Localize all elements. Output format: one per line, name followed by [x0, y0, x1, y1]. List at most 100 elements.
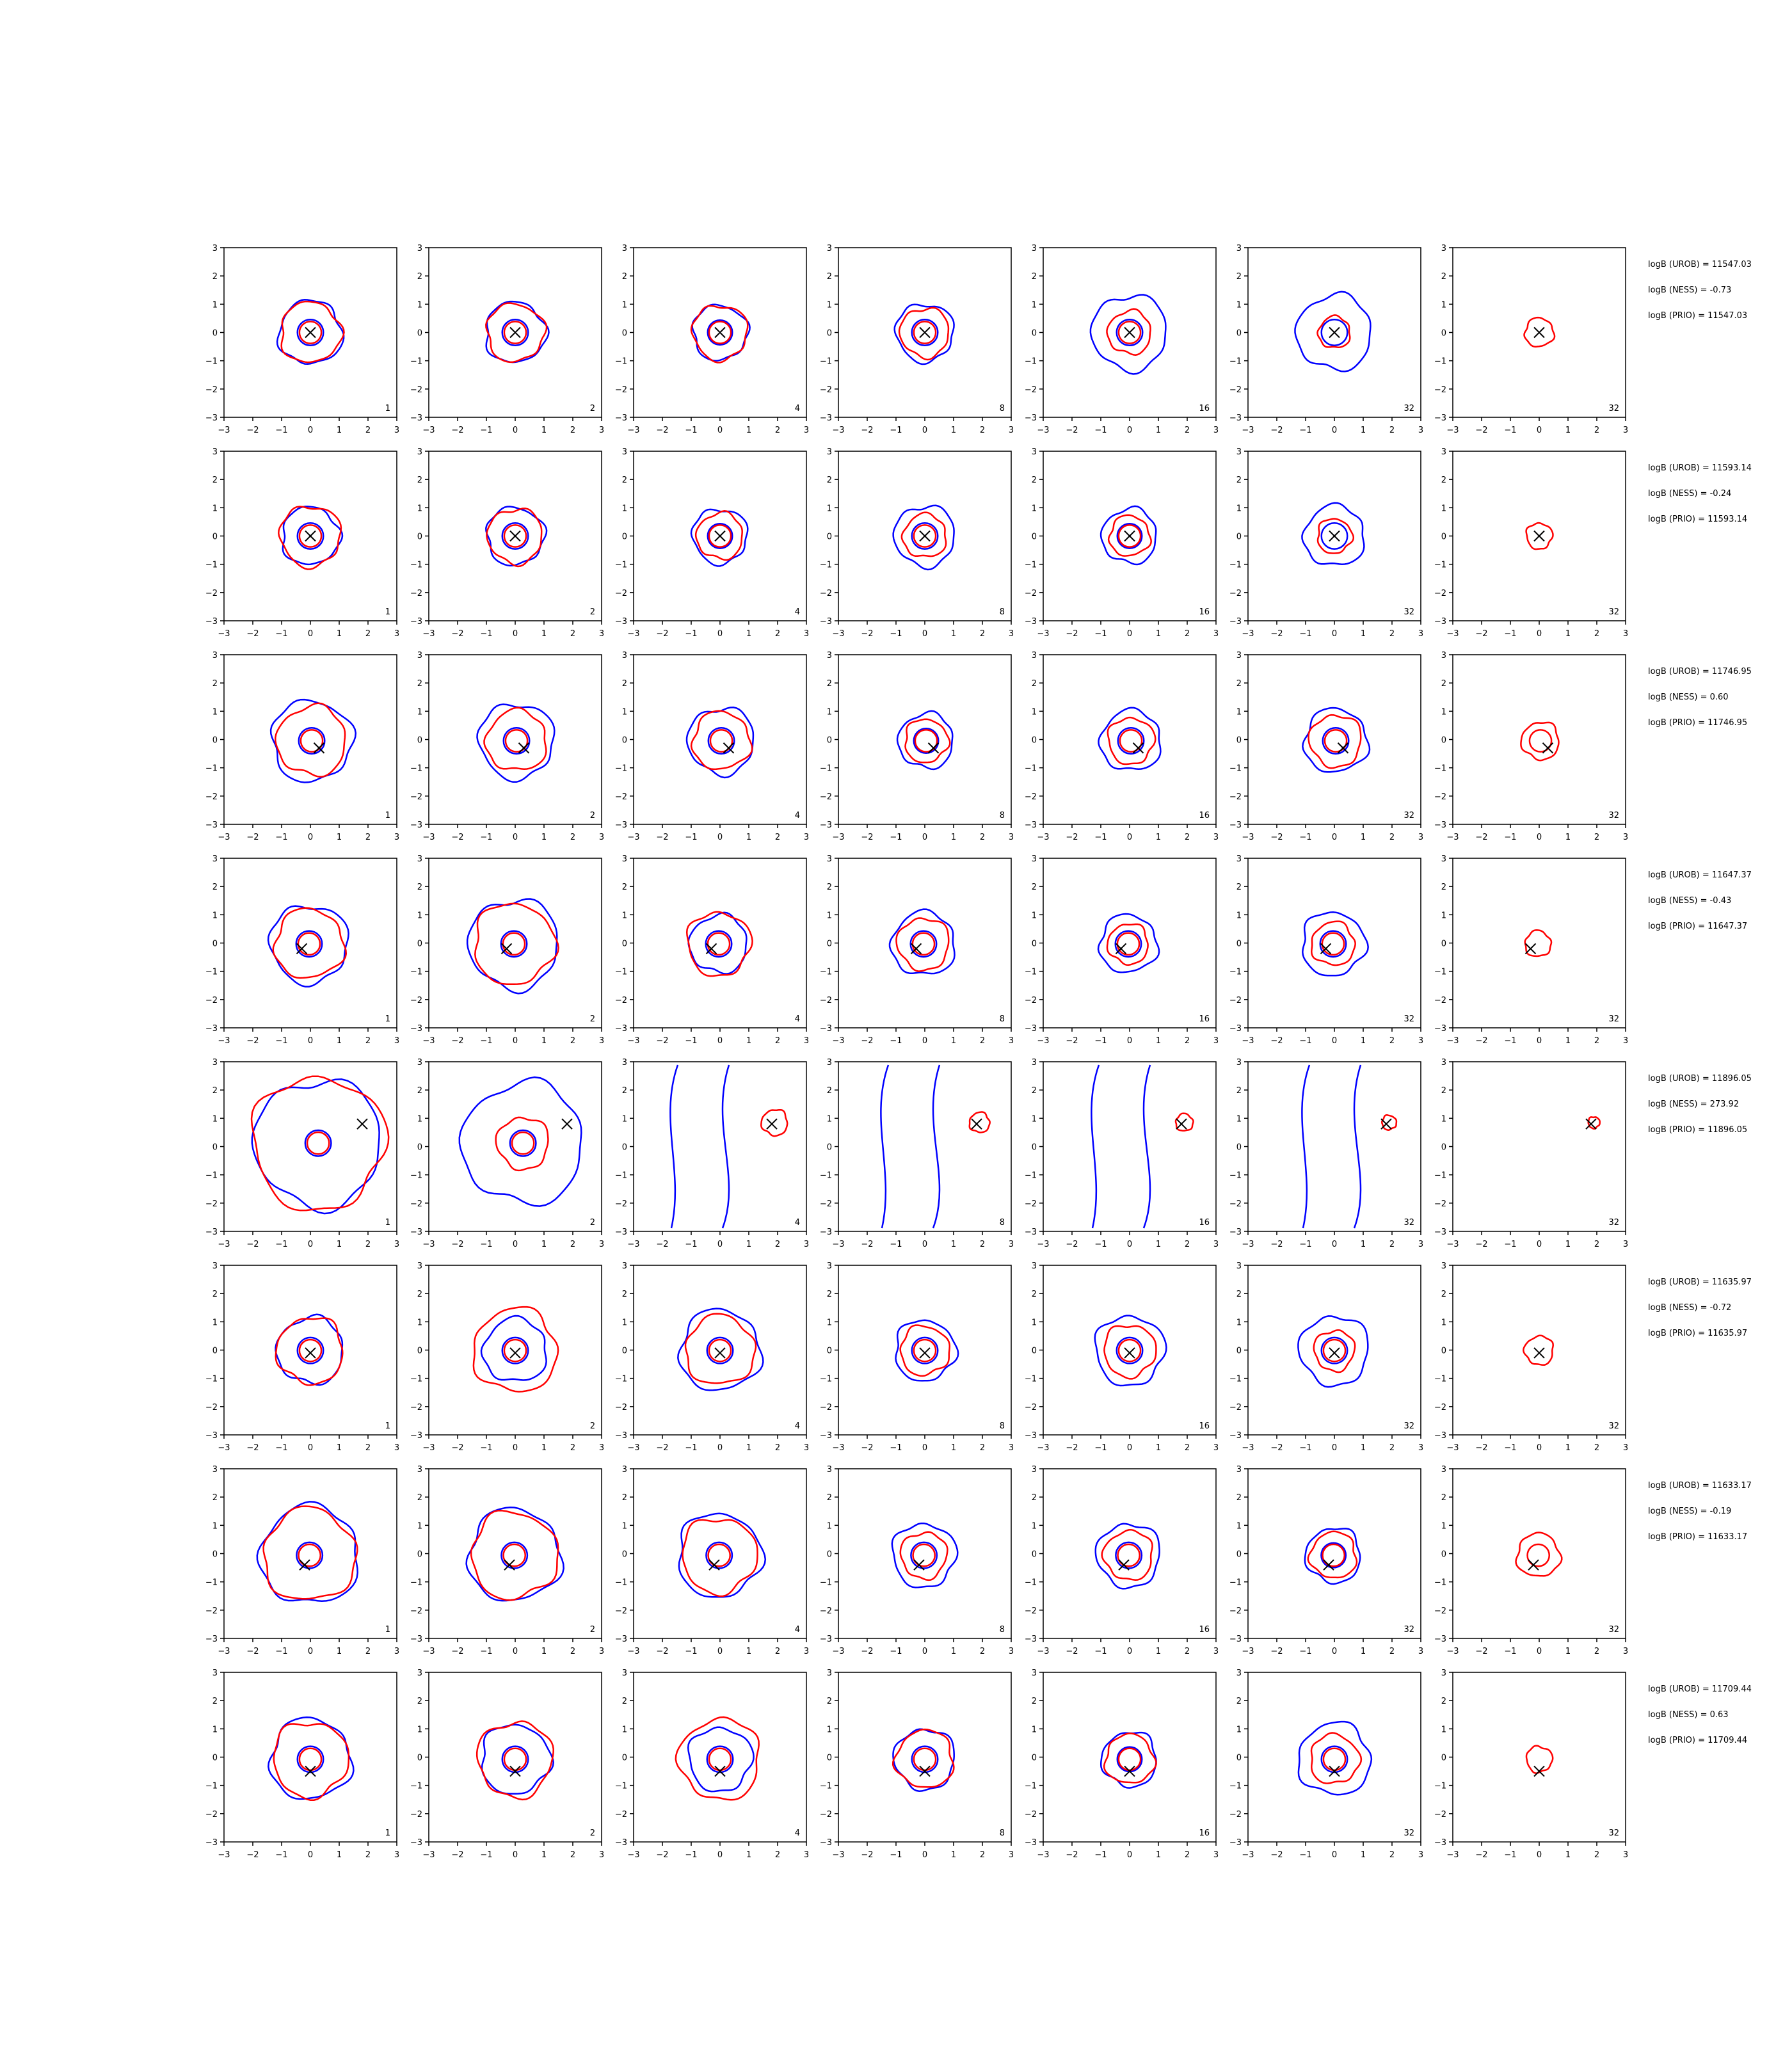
y-tick-label: −2 [410, 1606, 422, 1616]
x-tick-label: −3 [1037, 1850, 1049, 1860]
y-tick-label: 0 [1441, 736, 1446, 746]
truth-marker [1132, 742, 1144, 754]
x-tick-label: −1 [1299, 1850, 1311, 1860]
blue-contour-inner [298, 726, 326, 755]
y-tick-label: 2 [827, 476, 832, 485]
axes-frame [1247, 451, 1421, 621]
x-tick-label: 1 [541, 1036, 547, 1046]
blue-contour-inner [295, 930, 323, 958]
y-tick-label: −1 [1434, 1171, 1446, 1181]
x-tick-label: −2 [656, 426, 668, 435]
red-contour-inner [298, 321, 323, 344]
y-tick-label: 1 [212, 1521, 218, 1531]
y-tick-label: −1 [1229, 1782, 1242, 1791]
panel-label: 2 [590, 1421, 595, 1431]
x-tick-label: 2 [775, 1240, 780, 1249]
red-contour-inner [1116, 932, 1140, 956]
x-tick-label: 3 [804, 629, 809, 639]
y-tick-label: 2 [1236, 679, 1242, 689]
x-tick-label: −1 [685, 629, 697, 639]
x-tick-label: 2 [1594, 1240, 1599, 1249]
blue-contour-inner [500, 1541, 529, 1569]
blue-contour-inner [1117, 726, 1145, 755]
x-tick-label: 1 [1361, 1850, 1366, 1860]
x-tick-label: 3 [804, 1240, 809, 1249]
red-contour-inner [1119, 729, 1143, 753]
x-tick-label: 0 [717, 1240, 723, 1249]
subplot-r6-c1: −3 −2 −1 0 1 2 3 3 2 1 0 −1 −2 −3 1 [205, 1261, 399, 1453]
y-tick-label: 2 [622, 476, 627, 485]
y-tick-label: −2 [615, 1810, 627, 1820]
x-tick-label: 2 [365, 1240, 371, 1249]
blue-contour-inner [509, 1129, 537, 1157]
axes-frame [428, 858, 602, 1028]
red-contour [685, 911, 753, 977]
x-tick-label: 1 [1156, 833, 1161, 842]
y-tick-label: 1 [212, 504, 218, 513]
y-tick-label: 2 [1032, 1290, 1037, 1299]
y-tick-label: 0 [212, 1143, 218, 1153]
y-tick-label: −1 [1229, 968, 1242, 977]
blue-contour-inner [501, 522, 529, 550]
y-tick-label: −2 [1229, 385, 1242, 395]
y-tick-label: 0 [1236, 329, 1242, 339]
x-tick-label: 1 [951, 1850, 956, 1860]
y-tick-label: −1 [1025, 1375, 1037, 1384]
red-contour [275, 702, 346, 778]
x-tick-label: −3 [1037, 1036, 1049, 1046]
axes-frame [633, 1061, 807, 1232]
x-tick-label: 0 [1127, 1647, 1132, 1656]
axes-frame [633, 1672, 807, 1843]
x-tick-label: 0 [1332, 833, 1337, 842]
x-tick-label: 2 [1389, 1647, 1395, 1656]
x-tick-label: 3 [1418, 1443, 1423, 1453]
x-tick-label: −1 [480, 1850, 492, 1860]
y-tick-label: 3 [212, 1465, 218, 1475]
red-contour [474, 902, 559, 986]
blue-contour-outer [1100, 505, 1157, 566]
x-tick-label: −1 [275, 1647, 287, 1656]
x-tick-label: 1 [1565, 1443, 1571, 1453]
x-tick-label: 0 [308, 629, 313, 639]
red-contour-inner [1322, 1338, 1347, 1363]
x-tick-label: 3 [1213, 1036, 1219, 1046]
x-tick-label: −1 [1504, 629, 1516, 639]
x-tick-label: −2 [656, 1036, 668, 1046]
x-tick-label: 0 [717, 1036, 723, 1046]
x-tick-label: −2 [1475, 833, 1487, 842]
x-tick-label: 3 [394, 1240, 399, 1249]
blue-contour-inner [706, 1336, 734, 1364]
x-tick-label: 1 [337, 1240, 342, 1249]
blue-contour-inner [1320, 1542, 1347, 1569]
axes-frame [1452, 1061, 1626, 1232]
blue-contour-inner [707, 319, 733, 346]
red-contour [694, 510, 743, 561]
x-tick-label: 2 [570, 1036, 575, 1046]
blue-contour-outer [678, 1512, 767, 1598]
x-tick-label: 2 [1185, 1443, 1190, 1453]
red-contour [968, 1111, 991, 1133]
truth-marker [305, 1347, 316, 1359]
red-contour [1101, 1528, 1153, 1581]
y-tick-label: 2 [1441, 1086, 1446, 1096]
x-tick-label: 0 [513, 1240, 518, 1249]
x-tick-label: 3 [1623, 1036, 1628, 1046]
y-tick-label: 1 [827, 504, 832, 513]
red-contour [690, 710, 753, 771]
y-tick-label: −3 [820, 1228, 832, 1237]
x-tick-label: 3 [1418, 1850, 1423, 1860]
y-tick-label: 3 [1236, 1668, 1242, 1678]
x-tick-label: 1 [541, 833, 547, 842]
x-tick-label: −2 [1475, 1036, 1487, 1046]
subplot-r4-c4: −3 −2 −1 0 1 2 3 3 2 1 0 −1 −2 −3 8 [820, 854, 1014, 1046]
y-tick-label: 0 [622, 1754, 627, 1763]
y-tick-label: −2 [1434, 1606, 1446, 1616]
x-tick-label: 0 [513, 426, 518, 435]
x-tick-label: −1 [275, 1240, 287, 1249]
truth-marker [714, 1765, 726, 1777]
x-tick-label: −3 [422, 1443, 435, 1453]
truth-marker [1380, 1118, 1392, 1130]
x-tick-label: 0 [308, 1036, 313, 1046]
panel-label: 8 [1000, 404, 1005, 413]
y-tick-label: 0 [1032, 1143, 1037, 1153]
